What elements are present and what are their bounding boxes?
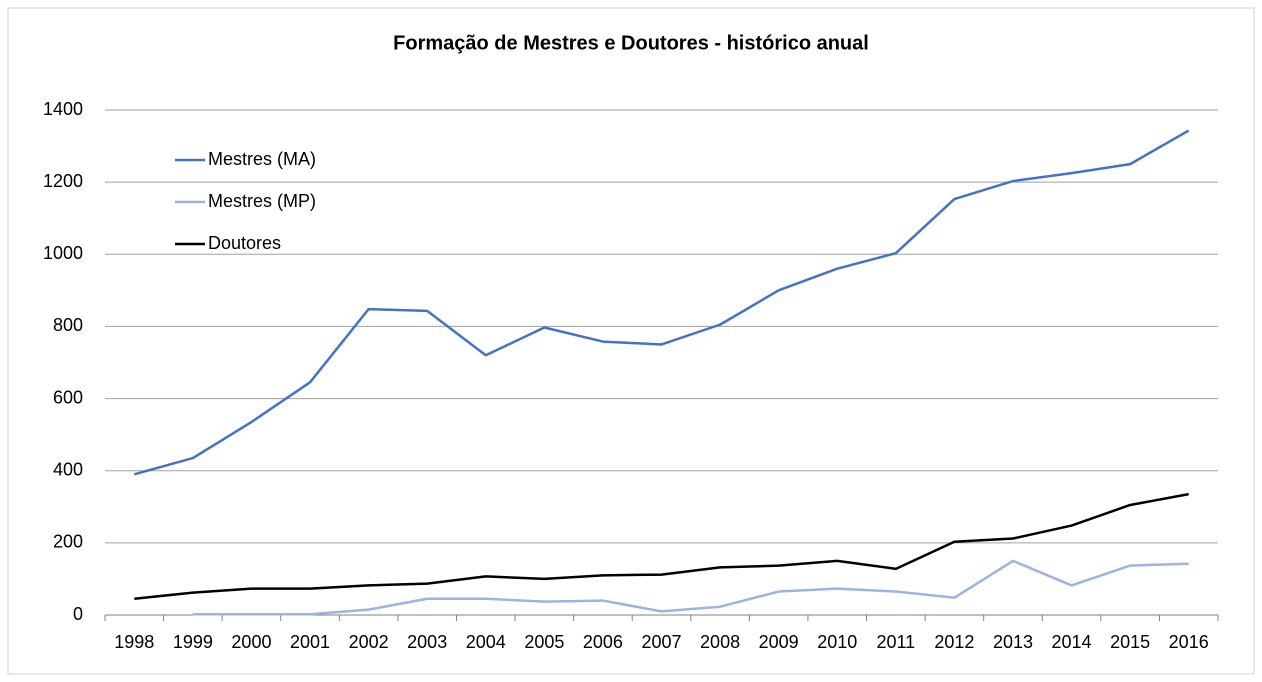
x-tick-label: 2005 xyxy=(524,632,564,652)
x-tick-label: 2000 xyxy=(231,632,271,652)
x-tick-label: 2012 xyxy=(934,632,974,652)
series-line xyxy=(134,492,1189,601)
y-tick-label: 200 xyxy=(53,532,83,552)
x-tick-label: 1999 xyxy=(173,632,213,652)
series-line xyxy=(192,559,1189,616)
y-tick-label: 1400 xyxy=(43,99,83,119)
x-tick-label: 2001 xyxy=(290,632,330,652)
x-tick-label: 2008 xyxy=(700,632,740,652)
y-tick-label: 400 xyxy=(53,459,83,479)
x-tick-label: 2016 xyxy=(1169,632,1209,652)
y-tick-label: 1200 xyxy=(43,171,83,191)
chart-frame xyxy=(7,7,1255,675)
legend-label: Doutores xyxy=(208,233,281,253)
y-tick-label: 600 xyxy=(53,387,83,407)
x-tick-label: 2002 xyxy=(349,632,389,652)
x-tick-label: 2015 xyxy=(1110,632,1150,652)
y-tick-label: 0 xyxy=(73,604,83,624)
legend-label: Mestres (MP) xyxy=(208,191,316,211)
x-tick-label: 1998 xyxy=(114,632,154,652)
x-tick-label: 2006 xyxy=(583,632,623,652)
y-tick-label: 800 xyxy=(53,315,83,335)
x-tick-label: 2013 xyxy=(993,632,1033,652)
x-tick-label: 2011 xyxy=(876,632,915,652)
x-tick-label: 2009 xyxy=(759,632,799,652)
chart-title: Formação de Mestres e Doutores - históri… xyxy=(393,32,869,54)
x-tick-label: 2003 xyxy=(407,632,447,652)
x-tick-label: 2004 xyxy=(466,632,506,652)
legend-label: Mestres (MA) xyxy=(208,149,316,169)
x-tick-label: 2014 xyxy=(1052,632,1092,652)
y-tick-label: 1000 xyxy=(43,243,83,263)
x-tick-label: 2010 xyxy=(817,632,857,652)
x-tick-label: 2007 xyxy=(641,632,681,652)
series-line xyxy=(133,129,1190,476)
